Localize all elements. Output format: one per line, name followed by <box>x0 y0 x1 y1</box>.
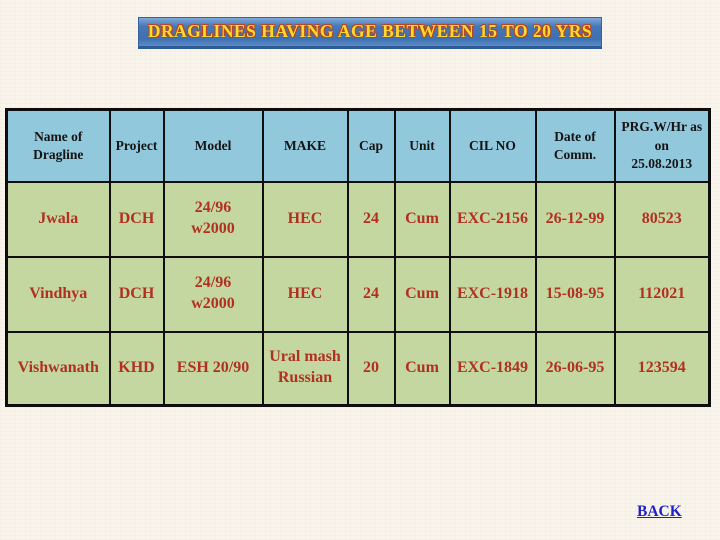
table-cell: 24 <box>346 180 396 258</box>
draglines-table: Name of Dragline Project Model MAKE Cap … <box>5 108 711 407</box>
table-cell: 24/96 w2000 <box>162 180 264 258</box>
table-cell: 20 <box>346 330 396 407</box>
column-header-project: Project <box>108 108 165 183</box>
table-cell: 26-06-95 <box>534 330 616 407</box>
table-cell: 26-12-99 <box>534 180 616 258</box>
table-cell: EXC-1918 <box>448 255 537 333</box>
table-cell: Ural mash Russian <box>261 330 349 407</box>
column-header-cil-no: CIL NO <box>448 108 537 183</box>
table-cell: Cum <box>393 330 451 407</box>
table-cell: ESH 20/90 <box>162 330 264 407</box>
table-cell: DCH <box>108 180 165 258</box>
table-cell: 80523 <box>613 180 711 258</box>
column-header-cap: Cap <box>346 108 396 183</box>
table-header-row: Name of Dragline Project Model MAKE Cap … <box>5 108 711 183</box>
table-cell: HEC <box>261 255 349 333</box>
table-row: Vishwanath KHD ESH 20/90 Ural mash Russi… <box>5 330 711 407</box>
table-cell: Cum <box>393 180 451 258</box>
table-row: Jwala DCH 24/96 w2000 HEC 24 Cum EXC-215… <box>5 180 711 258</box>
table-cell: 15-08-95 <box>534 255 616 333</box>
table-cell: Vindhya <box>5 255 111 333</box>
table-cell: KHD <box>108 330 165 407</box>
table-cell: Cum <box>393 255 451 333</box>
column-header-prg-whr: PRG.W/Hr as on 25.08.2013 <box>613 108 711 183</box>
slide-title: DRAGLINES HAVING AGE BETWEEN 15 TO 20 YR… <box>138 17 602 49</box>
column-header-name-of-dragline: Name of Dragline <box>5 108 111 183</box>
table-cell: EXC-2156 <box>448 180 537 258</box>
column-header-date-of-comm: Date of Comm. <box>534 108 616 183</box>
column-header-unit: Unit <box>393 108 451 183</box>
table-cell: 112021 <box>613 255 711 333</box>
table-cell: 123594 <box>613 330 711 407</box>
table-cell: DCH <box>108 255 165 333</box>
table-cell: EXC-1849 <box>448 330 537 407</box>
table-cell: Vishwanath <box>5 330 111 407</box>
table-row: Vindhya DCH 24/96 w2000 HEC 24 Cum EXC-1… <box>5 255 711 333</box>
column-header-model: Model <box>162 108 264 183</box>
table-cell: 24/96 w2000 <box>162 255 264 333</box>
back-link[interactable]: BACK <box>637 503 682 520</box>
table-cell: 24 <box>346 255 396 333</box>
table-cell: Jwala <box>5 180 111 258</box>
column-header-make: MAKE <box>261 108 349 183</box>
table-cell: HEC <box>261 180 349 258</box>
